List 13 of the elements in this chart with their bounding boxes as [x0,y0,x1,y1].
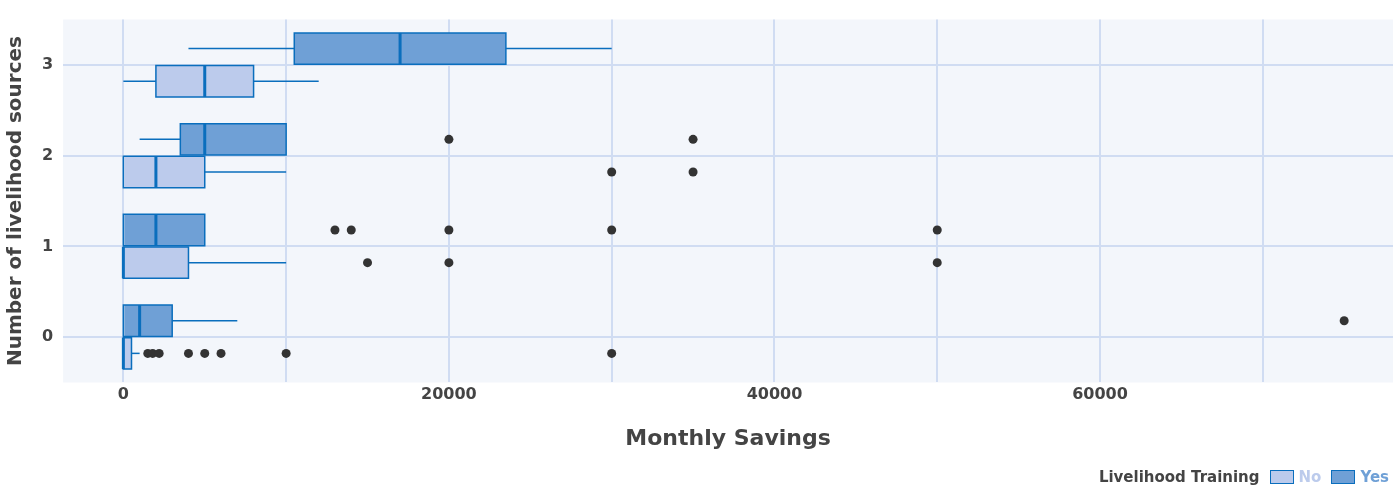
legend-title: Livelihood Training [1098,468,1260,486]
legend-label: Yes [1360,468,1389,486]
x-tick-label: 40000 [746,384,803,404]
y-tick-label: 2 [41,144,54,164]
y-axis-title: Number of livelihood sources [2,35,27,367]
y-tick-label: 1 [41,235,54,255]
x-axis-title: Monthly Savings [625,424,831,450]
x-tick-label: 0 [117,384,129,404]
y-tick-label: 0 [41,326,54,346]
legend-label: No [1298,468,1322,486]
x-tick-label: 20000 [421,384,477,404]
y-tick-label: 3 [41,54,54,74]
x-tick-label: 60000 [1072,384,1128,404]
